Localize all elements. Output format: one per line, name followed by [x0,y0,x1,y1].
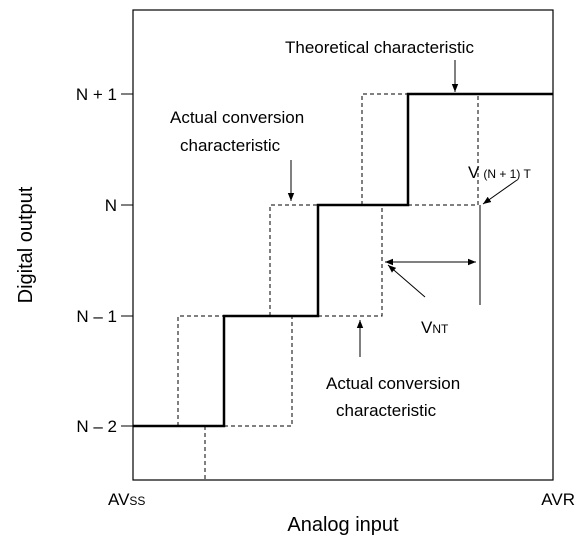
frame [132,9,554,481]
y-label: N + 1 [76,85,117,104]
theoretical-step [133,92,553,428]
y-label: N – 1 [76,307,117,326]
actual-label: Actual conversion [170,108,304,127]
ticks [121,93,133,427]
x-axis-title: Analog input [287,514,399,536]
dashed-steps [177,93,479,480]
actual-label: characteristic [180,136,281,155]
y-labels: N + 1 N N – 1 N – 2 [76,85,117,436]
y-label: N – 2 [76,417,117,436]
y-axis-title: Digital output [15,186,37,303]
actual-label: Actual conversion [326,374,460,393]
arrows [287,60,518,357]
y-label: N [105,196,117,215]
v-n1t-label: V (N + 1) T [468,163,531,182]
theoretical-label: Theoretical characteristic [285,38,474,57]
actual-label: characteristic [336,401,437,420]
v-nt-label: VNT [421,318,449,337]
x-end-label: AVR [541,490,575,509]
x-start-label: AVSS [108,490,145,509]
